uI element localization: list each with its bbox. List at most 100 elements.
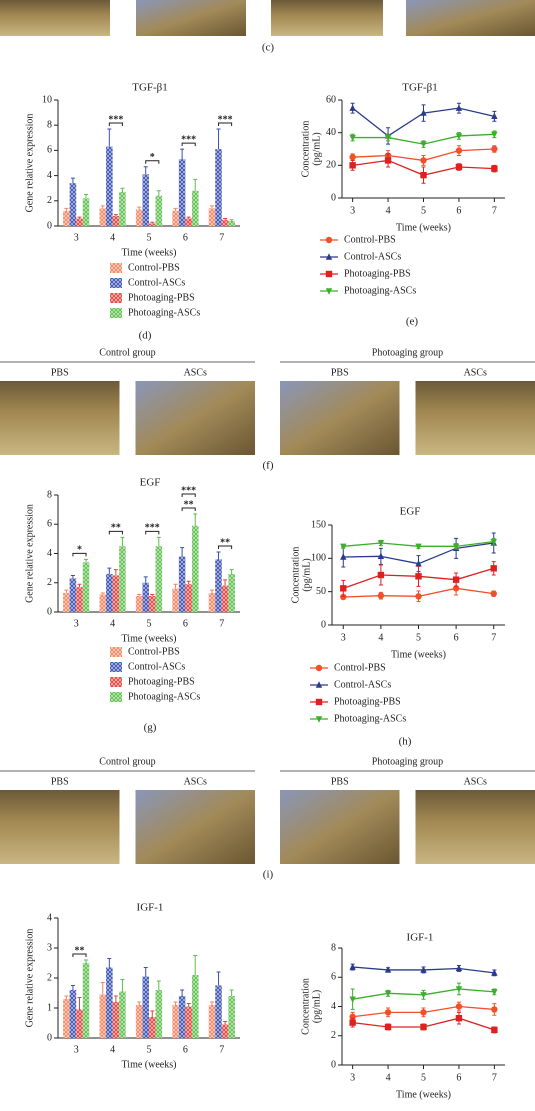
error-bar: [150, 1010, 155, 1017]
error-bar: [209, 589, 214, 593]
error-bar: [180, 547, 185, 557]
photo: [0, 381, 120, 455]
x-tick-label: 5: [147, 618, 152, 629]
error-bar: [77, 583, 82, 588]
error-bar: [223, 217, 228, 220]
panel-label: (c): [262, 42, 275, 54]
error-bar: [156, 980, 161, 990]
chart-title: TGF-β1: [402, 82, 438, 94]
marker: [452, 543, 460, 551]
error-bar: [84, 558, 89, 563]
error-bar: [113, 214, 118, 216]
bar: [119, 991, 126, 1038]
y-axis-title: Concentration: [290, 547, 301, 604]
y-tick-label: 20: [326, 160, 336, 171]
bar: [191, 525, 199, 612]
x-tick-label: 5: [421, 1072, 426, 1083]
y-axis-title: Gene relative expression: [24, 114, 35, 213]
error-bar: [113, 569, 118, 576]
chart-title: IGF-1: [137, 902, 164, 914]
error-bar: [186, 1003, 191, 1007]
bar: [99, 594, 107, 612]
y-tick-label: 60: [326, 94, 336, 105]
marker: [325, 253, 333, 260]
y-tick-label: 8: [47, 119, 52, 130]
y-tick-label: 8: [331, 942, 336, 953]
bar: [172, 588, 179, 612]
error-bar: [64, 995, 69, 999]
image-label: ASCs: [464, 367, 487, 378]
x-axis-title: Time (weeks): [122, 633, 177, 644]
marker: [384, 966, 392, 973]
error-bar: [180, 989, 185, 996]
legend-label: Control-PBS: [128, 646, 180, 657]
legend-swatch: [110, 662, 122, 672]
y-tick-label: 100: [311, 553, 326, 564]
chart-title: EGF: [140, 477, 161, 489]
x-axis-title: Time (weeks): [396, 222, 451, 233]
x-axis-title: Time (weeks): [396, 1089, 451, 1100]
marker: [349, 134, 356, 142]
error-bar: [173, 207, 178, 211]
panel-label: (g): [144, 722, 157, 734]
image-label: PBS: [51, 367, 69, 378]
chart-title: IGF-1: [407, 932, 434, 944]
y-tick-label: 150: [311, 519, 326, 530]
x-tick-label: 3: [350, 1072, 355, 1083]
legend-label: Control-ASCs: [128, 661, 185, 672]
error-bar: [229, 569, 234, 574]
marker: [340, 585, 347, 592]
y-tick-label: 4: [331, 1001, 336, 1012]
bar: [82, 198, 90, 226]
y-tick-label: 0: [321, 619, 326, 630]
legend-label: Control-ASCs: [344, 251, 401, 262]
annotation: ***: [181, 485, 196, 496]
marker: [384, 134, 392, 142]
x-tick-label: 7: [219, 232, 224, 243]
marker: [491, 112, 498, 120]
marker: [455, 147, 463, 154]
panel-label: (h): [399, 736, 412, 748]
error-bar: [137, 206, 142, 210]
y-tick-label: 8: [47, 489, 52, 500]
y-tick-label: 2: [47, 195, 52, 206]
marker: [384, 1023, 392, 1031]
marker: [349, 162, 356, 169]
panel-label: (d): [139, 330, 152, 342]
bar: [178, 159, 186, 226]
error-bar: [84, 194, 89, 199]
error-bar: [150, 221, 155, 224]
marker: [349, 153, 356, 161]
x-tick-label: 5: [147, 1044, 152, 1055]
marker: [455, 1003, 463, 1010]
error-bar: [209, 1001, 214, 1005]
error-bar: [150, 593, 155, 596]
bar: [142, 174, 149, 226]
bar: [76, 218, 83, 226]
bar: [155, 195, 163, 226]
image-label: ASCs: [464, 776, 487, 787]
bar: [112, 575, 120, 612]
marker: [377, 592, 385, 599]
bracket: [145, 530, 160, 535]
bar: [185, 1006, 192, 1038]
panel-label: (e): [406, 316, 419, 328]
x-tick-label: 6: [183, 232, 188, 243]
x-tick-label: 6: [454, 632, 459, 643]
bar: [221, 585, 229, 612]
x-tick-label: 7: [219, 1044, 224, 1055]
x-tick-label: 3: [350, 205, 355, 216]
bar: [69, 183, 77, 226]
marker: [491, 969, 498, 976]
error-bar: [137, 593, 142, 596]
x-tick-label: 4: [110, 1044, 115, 1055]
error-bar: [120, 979, 125, 992]
marker: [315, 664, 323, 672]
photo: [415, 790, 535, 864]
marker: [415, 559, 422, 567]
error-bar: [229, 219, 234, 221]
x-tick-label: 7: [219, 618, 224, 629]
y-tick-label: 0: [47, 606, 52, 617]
y-tick-label: 0: [47, 1032, 52, 1043]
marker: [455, 133, 463, 140]
